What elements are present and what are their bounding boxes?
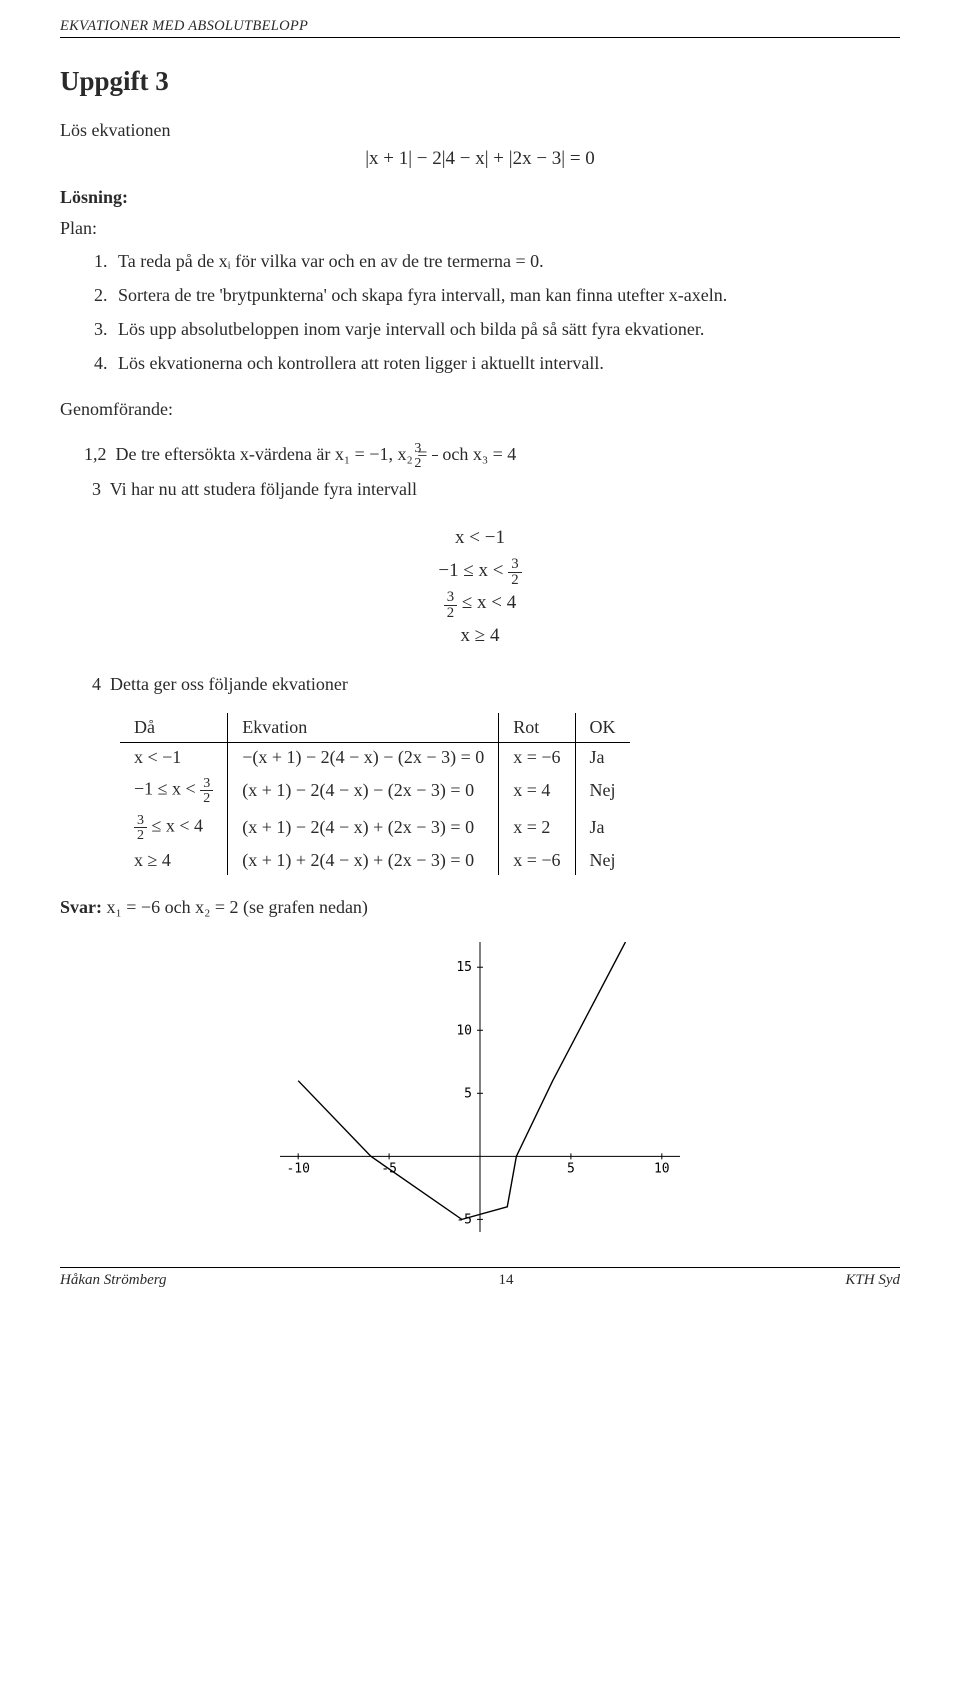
- table-row: 32 ≤ x < 4 (x + 1) − 2(4 − x) + (2x − 3)…: [120, 809, 630, 846]
- interval-list: x < −1 −1 ≤ x < 32 32 ≤ x < 4 x ≥ 4: [60, 522, 900, 653]
- main-equation: |x + 1| − 2|4 − x| + |2x − 3| = 0: [60, 148, 900, 170]
- table-header: OK: [575, 713, 630, 743]
- svg-text:15: 15: [456, 960, 472, 975]
- losning-label: Lösning:: [60, 187, 128, 207]
- answer-line: Svar: x₁ = −6 och x₂ = 2 (se grafen neda…: [60, 897, 900, 918]
- plan-list: Ta reda på de xᵢ för vilka var och en av…: [60, 248, 900, 378]
- running-header: EKVATIONER MED ABSOLUTBELOPP: [60, 18, 900, 35]
- table-header: Ekvation: [228, 713, 499, 743]
- table-row: −1 ≤ x < 32 (x + 1) − 2(4 − x) − (2x − 3…: [120, 772, 630, 809]
- plan-item: Sortera de tre 'brytpunkterna' och skapa…: [112, 282, 900, 310]
- step-3: 3 Vi har nu att studera följande fyra in…: [60, 476, 900, 504]
- page-title: Uppgift 3: [60, 66, 900, 97]
- plan-label: Plan:: [60, 215, 900, 242]
- table-row: x < −1 −(x + 1) − 2(4 − x) − (2x − 3) = …: [120, 742, 630, 772]
- table-header: Då: [120, 713, 228, 743]
- step-12: 1,2 De tre eftersökta x-värdena är x₁ = …: [60, 441, 900, 471]
- svg-text:5: 5: [567, 1161, 575, 1176]
- footer-affiliation: KTH Syd: [845, 1272, 900, 1289]
- step-4: 4 Detta ger oss följande ekvationer: [60, 671, 900, 699]
- plan-item: Lös upp absolutbeloppen inom varje inter…: [112, 316, 900, 344]
- footer-page-number: 14: [498, 1272, 513, 1289]
- solution-table: Då Ekvation Rot OK x < −1 −(x + 1) − 2(4…: [120, 713, 630, 875]
- page-footer: Håkan Strömberg 14 KTH Syd: [60, 1272, 900, 1289]
- svg-text:5: 5: [464, 1086, 472, 1101]
- footer-rule: [60, 1267, 900, 1268]
- plan-item: Lös ekvationerna och kontrollera att rot…: [112, 350, 900, 378]
- svg-text:-5: -5: [456, 1212, 472, 1227]
- svg-text:10: 10: [654, 1161, 670, 1176]
- svg-text:10: 10: [456, 1023, 472, 1038]
- footer-author: Håkan Strömberg: [60, 1272, 167, 1289]
- table-row: x ≥ 4 (x + 1) + 2(4 − x) + (2x − 3) = 0 …: [120, 846, 630, 875]
- lead-line: Lös ekvationen: [60, 117, 900, 144]
- plan-item: Ta reda på de xᵢ för vilka var och en av…: [112, 248, 900, 276]
- graph: -10-5510-551015: [60, 942, 900, 1237]
- header-rule: [60, 37, 900, 38]
- table-header: Rot: [499, 713, 575, 743]
- genomforande-label: Genomförande:: [60, 396, 900, 423]
- svg-text:-10: -10: [286, 1161, 309, 1176]
